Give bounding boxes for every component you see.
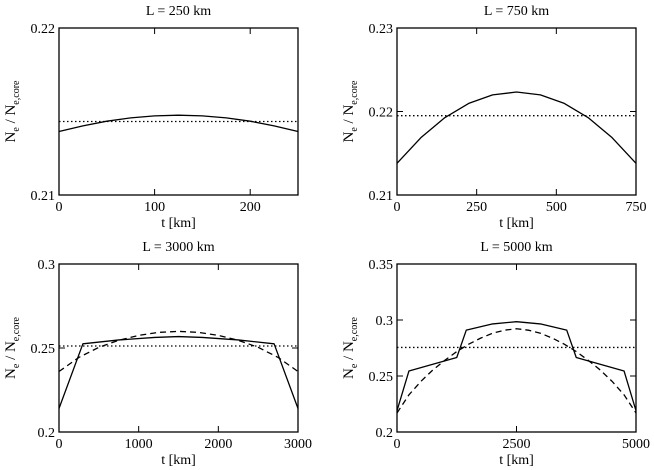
x-tick-label: 3000 (284, 437, 312, 452)
y-label-text: / N (341, 105, 357, 128)
y-label-subscript: e (349, 127, 360, 132)
series-line-solid (396, 321, 637, 411)
x-tick-label: 2500 (503, 437, 531, 452)
x-axis-label: t [km] (499, 453, 534, 468)
x-tick-label: 750 (626, 200, 647, 215)
y-label-subscript: e (11, 127, 22, 132)
series-line-solid (58, 114, 299, 133)
panel-title: L = 750 km (484, 4, 549, 19)
series-line-dashed (396, 328, 637, 414)
plot-frame (396, 263, 637, 433)
y-label-subscript: e,core (11, 80, 22, 105)
panel-1: L = 250 km 0 100 200 0.21 0.22 t [km] Ne / Ne,c… (3, 4, 299, 231)
y-tick-label: 0.21 (31, 189, 56, 204)
y-tick-label: 0.25 (369, 370, 394, 385)
y-label-text: N (3, 131, 19, 142)
y-tick-label: 0.2 (38, 426, 56, 441)
y-label-text: N (3, 368, 19, 379)
x-tick-label: 0 (394, 437, 401, 452)
y-tick-label: 0.25 (31, 342, 56, 357)
x-tick-label: 100 (144, 200, 165, 215)
plot-frame (58, 263, 299, 433)
panel-title: L = 3000 km (142, 240, 214, 255)
y-label-text: N (341, 368, 357, 379)
y-tick-label: 0.35 (369, 258, 394, 273)
y-tick-label: 0.23 (369, 22, 394, 37)
y-label-subscript: e,core (349, 316, 360, 341)
y-label-subscript: e,core (349, 80, 360, 105)
y-tick-label: 0.3 (38, 258, 56, 273)
y-label-text: / N (3, 341, 19, 364)
series-line-dashed (58, 330, 299, 373)
panel-title: L = 250 km (146, 4, 211, 19)
series-line-solid (58, 335, 299, 409)
y-label-subscript: e (349, 363, 360, 368)
x-axis-label: t [km] (161, 453, 196, 468)
y-axis-label: Ne / Ne,core (3, 80, 22, 143)
x-tick-label: 200 (240, 200, 261, 215)
y-tick-label: 0.3 (376, 314, 394, 329)
x-tick-label: 1000 (125, 437, 153, 452)
y-label-subscript: e (11, 363, 22, 368)
y-label-text: / N (3, 105, 19, 128)
y-tick-label: 0.22 (369, 106, 394, 121)
x-tick-label: 2000 (204, 437, 232, 452)
y-label-text: N (341, 131, 357, 142)
series-line-solid (396, 91, 637, 164)
plot-frame (396, 27, 637, 196)
panel-2: L = 750 km 0 250 500 750 0.21 0.22 0.23 t [km] Ne… (341, 4, 647, 231)
x-tick-label: 0 (56, 437, 63, 452)
plot-frame (58, 27, 299, 196)
panel-4: L = 5000 km 0 2500 5000 0.2 0.25 0.3 0.35 t [km]… (341, 240, 650, 468)
panel-3: L = 3000 km 0 1000 2000 3000 0.2 0.25 0.3 t [km]… (3, 240, 312, 468)
y-tick-label: 0.22 (31, 22, 56, 37)
y-axis-label: Ne / Ne,core (341, 80, 360, 143)
y-label-subscript: e,core (11, 316, 22, 341)
x-axis-label: t [km] (161, 216, 196, 231)
x-tick-label: 500 (546, 200, 567, 215)
panel-title: L = 5000 km (480, 240, 552, 255)
x-tick-label: 0 (56, 200, 63, 215)
x-axis-label: t [km] (499, 216, 534, 231)
y-axis-label: Ne / Ne,core (341, 316, 360, 379)
x-tick-label: 0 (394, 200, 401, 215)
y-tick-label: 0.21 (369, 189, 394, 204)
y-label-text: / N (341, 341, 357, 364)
y-axis-label: Ne / Ne,core (3, 316, 22, 379)
x-tick-label: 250 (466, 200, 487, 215)
x-tick-label: 5000 (622, 437, 650, 452)
y-tick-label: 0.2 (376, 426, 394, 441)
